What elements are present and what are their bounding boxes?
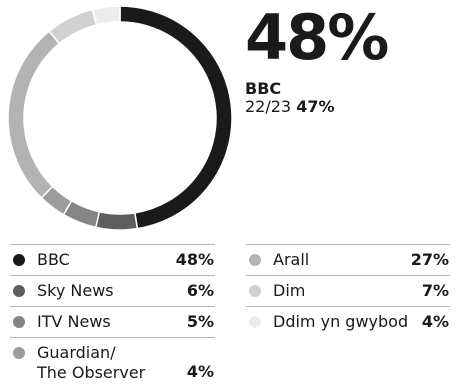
legend-right: Arall 27% Dim 7% Ddim yn gwybod 4% — [246, 244, 450, 337]
legend-value-dim: 7% — [421, 281, 449, 300]
legend-value-sky-news: 6% — [186, 281, 214, 300]
legend-item-dim: Dim 7% — [246, 275, 450, 306]
legend-item-ddim-yn-gwybod: Ddim yn gwybod 4% — [246, 306, 450, 337]
legend-item-sky-news: Sky News 6% — [10, 275, 215, 306]
donut-chart — [7, 5, 233, 231]
legend-label-arall: Arall — [273, 250, 310, 269]
legend-swatch-sky-news — [13, 285, 25, 297]
slice-ddim-yn-gwybod — [91, 5, 121, 26]
legend-value-guardian: 4% — [186, 362, 214, 381]
legend-label-itv-news: ITV News — [37, 312, 111, 331]
legend-left: BBC 48% Sky News 6% ITV News 5% Guardian… — [10, 244, 215, 388]
slice-dim — [48, 8, 98, 45]
legend-swatch-guardian — [13, 347, 25, 359]
legend-value-arall: 27% — [410, 250, 449, 269]
legend-item-bbc: BBC 48% — [10, 244, 215, 275]
legend-label-dim: Dim — [273, 281, 306, 300]
legend-item-guardian: Guardian/ The Observer 4% — [10, 337, 215, 388]
legend-value-itv-news: 5% — [186, 312, 214, 331]
headline: 48% BBC 22/23 47% — [245, 2, 460, 116]
legend-swatch-dim — [249, 285, 261, 297]
legend-item-arall: Arall 27% — [246, 244, 450, 275]
headline-name: BBC — [245, 79, 282, 98]
legend-swatch-itv-news — [13, 316, 25, 328]
previous-year: 22/23 47% — [245, 98, 460, 116]
legend-swatch-arall — [249, 254, 261, 266]
legend-value-bbc: 48% — [175, 250, 214, 269]
legend-label-guardian: Guardian/ The Observer — [37, 343, 146, 382]
previous-year-value: 47% — [296, 97, 335, 116]
legend-label-bbc: BBC — [37, 250, 70, 269]
legend-swatch-ddim-yn-gwybod — [249, 316, 261, 328]
slice-bbc — [119, 5, 233, 230]
legend-item-itv-news: ITV News 5% — [10, 306, 215, 337]
legend-swatch-bbc — [13, 254, 25, 266]
legend-label-sky-news: Sky News — [37, 281, 114, 300]
slice-arall — [7, 30, 61, 199]
headline-percentage: 48% — [245, 1, 389, 74]
legend-value-ddim-yn-gwybod: 4% — [421, 312, 449, 331]
previous-year-label: 22/23 — [245, 97, 292, 116]
legend-label-ddim-yn-gwybod: Ddim yn gwybod — [273, 312, 409, 331]
slice-sky-news — [94, 210, 139, 231]
